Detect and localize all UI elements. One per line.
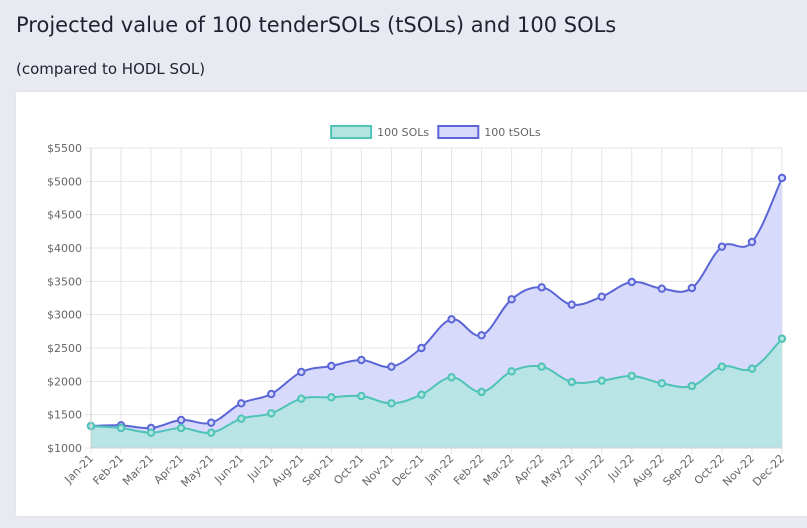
y-tick-label: $5000: [47, 175, 82, 188]
data-point-100-tsols[interactable]: [417, 343, 426, 353]
data-point-100-sols[interactable]: [206, 428, 216, 437]
data-point-100-sols[interactable]: [146, 428, 156, 437]
data-point-100-tsols[interactable]: [507, 295, 516, 304]
x-tick-label: May-22: [539, 452, 577, 490]
chart-card: $1000 $1500 $2000 $2500 $3000 $3500 $4000 $4500…: [16, 92, 807, 516]
x-tick-label: Feb-22: [451, 452, 487, 488]
data-point-100-sols[interactable]: [777, 334, 787, 343]
data-point-100-sols[interactable]: [357, 391, 366, 401]
data-point-100-sols[interactable]: [267, 409, 276, 418]
y-tick-label: $1500: [47, 409, 82, 422]
x-tick-label: May-21: [178, 452, 216, 490]
x-tick-label: Jun-22: [572, 452, 607, 487]
data-point-100-sols[interactable]: [327, 393, 336, 402]
y-tick-label: $2500: [47, 342, 82, 355]
page-subtitle: (compared to HODL SOL): [16, 60, 206, 78]
data-point-100-tsols[interactable]: [357, 355, 366, 365]
data-point-100-sols[interactable]: [387, 399, 396, 408]
legend-label-100-sols[interactable]: 100 SOLs: [377, 126, 429, 139]
data-point-100-tsols[interactable]: [597, 292, 606, 301]
y-tick-label: $3500: [47, 275, 82, 288]
data-point-100-sols[interactable]: [567, 377, 576, 387]
data-point-100-sols[interactable]: [627, 371, 636, 381]
x-tick-label: Nov-22: [720, 452, 757, 489]
series-area-100-sols: [91, 338, 782, 448]
data-point-100-sols[interactable]: [447, 373, 456, 382]
data-point-100-tsols[interactable]: [387, 362, 396, 371]
x-tick-label: Sep-21: [300, 452, 337, 489]
x-tick-label: Jun-21: [212, 452, 247, 487]
data-point-100-tsols[interactable]: [206, 418, 216, 427]
data-point-100-sols[interactable]: [657, 379, 667, 388]
data-point-100-tsols[interactable]: [717, 242, 727, 251]
data-point-100-tsols[interactable]: [297, 367, 306, 377]
data-point-100-sols[interactable]: [717, 362, 727, 371]
y-tick-label: $5500: [47, 142, 82, 155]
area-layer: [91, 178, 782, 448]
point-layer: [86, 173, 787, 437]
data-point-100-tsols[interactable]: [687, 283, 697, 293]
data-point-100-tsols[interactable]: [537, 283, 546, 292]
y-tick-label: $4500: [47, 209, 82, 222]
data-point-100-tsols[interactable]: [267, 389, 276, 399]
x-tick-label: Feb-21: [90, 452, 126, 488]
data-point-100-sols[interactable]: [417, 390, 426, 399]
data-point-100-tsols[interactable]: [627, 277, 636, 287]
data-point-100-sols[interactable]: [477, 387, 486, 397]
legend[interactable]: 100 SOLs 100 tSOLs: [330, 125, 541, 139]
x-tick-label: Sep-22: [660, 452, 697, 489]
data-point-100-sols[interactable]: [597, 376, 606, 385]
data-point-100-tsols[interactable]: [447, 315, 456, 324]
y-tick-label: $1000: [47, 442, 82, 455]
data-point-100-tsols[interactable]: [567, 300, 576, 309]
data-point-100-sols[interactable]: [297, 394, 306, 403]
x-tick-label: Dec-22: [750, 452, 787, 489]
data-point-100-sols[interactable]: [687, 381, 697, 391]
data-point-100-sols[interactable]: [116, 423, 126, 433]
x-tick-label: Nov-21: [360, 452, 397, 489]
legend-swatch-100-sols[interactable]: [330, 125, 373, 139]
x-tick-label: Dec-21: [390, 452, 427, 489]
x-tick-label: Mar-21: [120, 452, 156, 488]
x-tick-label: Aug-21: [269, 452, 306, 489]
data-point-100-tsols[interactable]: [777, 173, 787, 183]
data-point-100-tsols[interactable]: [176, 415, 186, 425]
legend-label-100-tsols[interactable]: 100 tSOLs: [484, 126, 541, 139]
data-point-100-sols[interactable]: [237, 414, 246, 423]
y-tick-label: $4000: [47, 242, 82, 255]
y-tick-label: $3000: [47, 309, 82, 322]
data-point-100-sols[interactable]: [537, 362, 546, 371]
data-point-100-tsols[interactable]: [747, 237, 757, 247]
data-point-100-sols[interactable]: [176, 423, 186, 433]
area-chart: $1000 $1500 $2000 $2500 $3000 $3500 $4000 $4500…: [47, 125, 787, 490]
data-point-100-tsols[interactable]: [327, 361, 336, 371]
x-tick-label: Aug-22: [630, 452, 667, 489]
data-point-100-sols[interactable]: [507, 367, 516, 376]
page-title: Projected value of 100 tenderSOLs (tSOLs…: [16, 13, 617, 37]
x-tick-label: Jan-21: [62, 452, 97, 487]
y-tick-label: $2000: [47, 375, 82, 388]
data-point-100-tsols[interactable]: [657, 284, 667, 293]
data-point-100-sols[interactable]: [747, 364, 757, 373]
data-point-100-tsols[interactable]: [237, 399, 246, 408]
data-point-100-tsols[interactable]: [477, 331, 486, 340]
x-tick-label: Jan-22: [422, 452, 457, 487]
legend-swatch-100-tsols[interactable]: [437, 125, 480, 139]
x-tick-label: Mar-22: [481, 452, 517, 488]
